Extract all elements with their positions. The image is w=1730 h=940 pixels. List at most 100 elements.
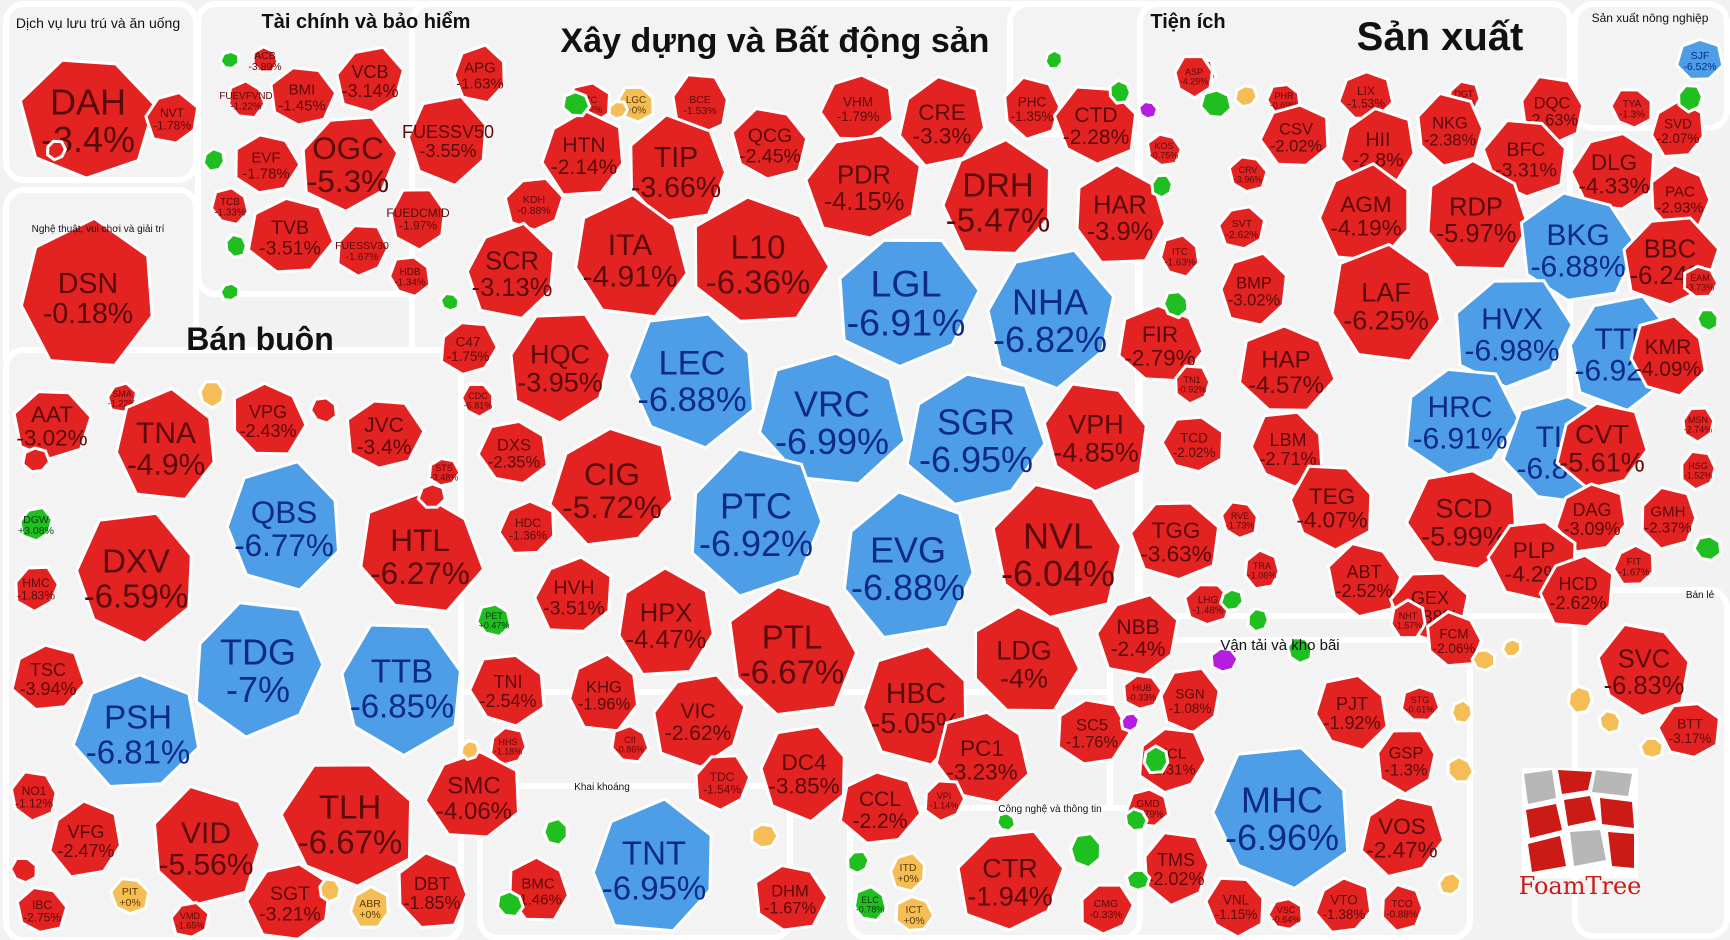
tile-kdh: KDH-0.88% [503,176,565,232]
filler-cell [201,147,226,173]
tile-ccl: CCL-2.2% [838,770,923,845]
tile-cell [345,399,426,470]
tile-ticker: TNI [494,672,523,692]
tile-change: -3.17% [1669,731,1712,746]
tile-htl: HTL-6.27% [359,491,486,613]
tile-tnt: TNT-6.95% [591,797,713,933]
tile-ticker: HUB [1132,683,1151,693]
filler-cell [1142,744,1170,775]
tile-ticker: LGC [626,95,646,106]
tile-ticker: ABR [359,898,381,910]
tile-change: -3.94% [19,679,76,699]
filler-cell [495,889,525,919]
tile-hvh: HVH-3.51% [533,555,613,633]
tile-cell [227,79,267,120]
tile-cell [1160,415,1225,474]
tile-cell [387,255,432,298]
tile-tvb: TVB-3.51% [246,196,336,274]
tile-cell [568,652,640,733]
tile-cell [1173,54,1214,100]
filler-cell [1124,868,1152,892]
tile-change: -1.94% [967,882,1053,912]
tile-change: -1.85% [403,893,460,913]
filler-cell [45,139,68,162]
tile-change: -0.61% [1406,705,1435,715]
sector-title-nghethuat: Nghệ thuật, vui chơi và giải trí [32,224,165,235]
tile-ticker: AAT [31,402,73,427]
tile-ticker: C47 [456,335,481,350]
tile-ticker: KDH [523,194,545,206]
tile-layer: DAH-3.4%NVT-1.78%DSN-0.18%ACB-3.89%BMI-1… [9,37,1725,940]
tile-ticker: GEX [1411,588,1449,608]
tile-ticker: L10 [730,229,785,266]
tile-cell [1216,205,1267,251]
tile-change: -1.15% [1215,907,1258,922]
tile-tco: TCO-0.88% [1380,882,1425,933]
tile-sjf: SJF-6.52% [1674,37,1725,81]
tile-ticker: DGT [1455,89,1475,99]
filler-cell [1233,84,1259,109]
tile-sgt: SGT-3.21% [244,862,332,940]
tile-cell [114,386,216,501]
tile-change: -0.88% [1386,909,1418,920]
tile-cell [108,877,151,916]
tile-tlh: TLH-6.67% [279,763,413,888]
tile-cell [19,216,154,367]
tile-change: +0% [359,909,380,921]
tile-ticker: CRE [918,100,966,125]
tile-ticker: FIT [1627,557,1642,568]
tile-ticker: VPI [937,791,952,801]
tile-cell [452,43,506,105]
tile-ticker: VID [181,817,231,850]
tile-cell [652,673,747,769]
tile-ticker: HII [1366,129,1391,151]
tile-ticker: SGN [1175,687,1204,702]
tile-cell [1336,70,1395,120]
tile-ticker: DBT [414,874,450,894]
tile-hdc: HDC-1.36% [497,499,556,555]
tile-vic: VIC-2.62% [652,673,747,769]
tile-ticker: PLP [1513,538,1556,563]
tile-cell [548,426,675,547]
tile-change: -3.89% [248,61,281,73]
tile-pet: PET+0.47% [475,602,513,639]
tile-change: -6.82% [993,319,1107,360]
filler-cell [846,849,871,875]
tile-change: -1.63% [456,75,504,92]
tile-ticker: ITD [900,862,917,874]
tile-lhg: LHG-1.48% [1183,583,1234,627]
sector-title-khaikhoang: Khai khoáng [574,782,630,793]
tile-change: -7% [226,669,290,710]
tile-acb: ACB-3.89% [248,45,282,74]
tile-cell [629,113,728,224]
tile-vmd: VMD-1.65% [169,900,211,939]
tile-sts: STS-3.48% [427,456,462,488]
tile-cell [1389,598,1427,640]
tile-cell [956,829,1066,932]
tile-change: -1.06% [1248,571,1277,581]
tile-change: -4.19% [1330,215,1401,240]
tile-cell [894,894,936,932]
tile-change: -6.81% [86,733,191,770]
tile-change: -5.3% [307,163,389,199]
tile-ticker: ITA [608,229,652,262]
tile-cell [1237,324,1337,412]
tile-cell [503,176,565,232]
tile-ticker: BTT [1677,717,1703,732]
tile-change: -2.52% [1335,581,1392,601]
tile-cell [842,490,975,640]
tile-ticker: TTB [371,653,433,690]
tile-ticker: VHM [843,95,873,110]
tile-cell [1288,464,1373,552]
tile-dgw: DGW+3.08% [18,505,54,543]
tile-no1: NO1-1.12% [9,770,58,823]
tile-ticker: PHC [1018,95,1047,110]
tile-change: -3.51% [543,598,605,620]
filler-layer [8,48,1723,919]
tile-cell [152,784,262,907]
tile-change: -5.47% [946,201,1051,238]
tile-cell [1174,364,1212,406]
tile-ticker: HVX [1481,303,1543,336]
tile-ticker: PHR [1274,91,1294,101]
tile-change: -4.29% [1180,77,1209,87]
